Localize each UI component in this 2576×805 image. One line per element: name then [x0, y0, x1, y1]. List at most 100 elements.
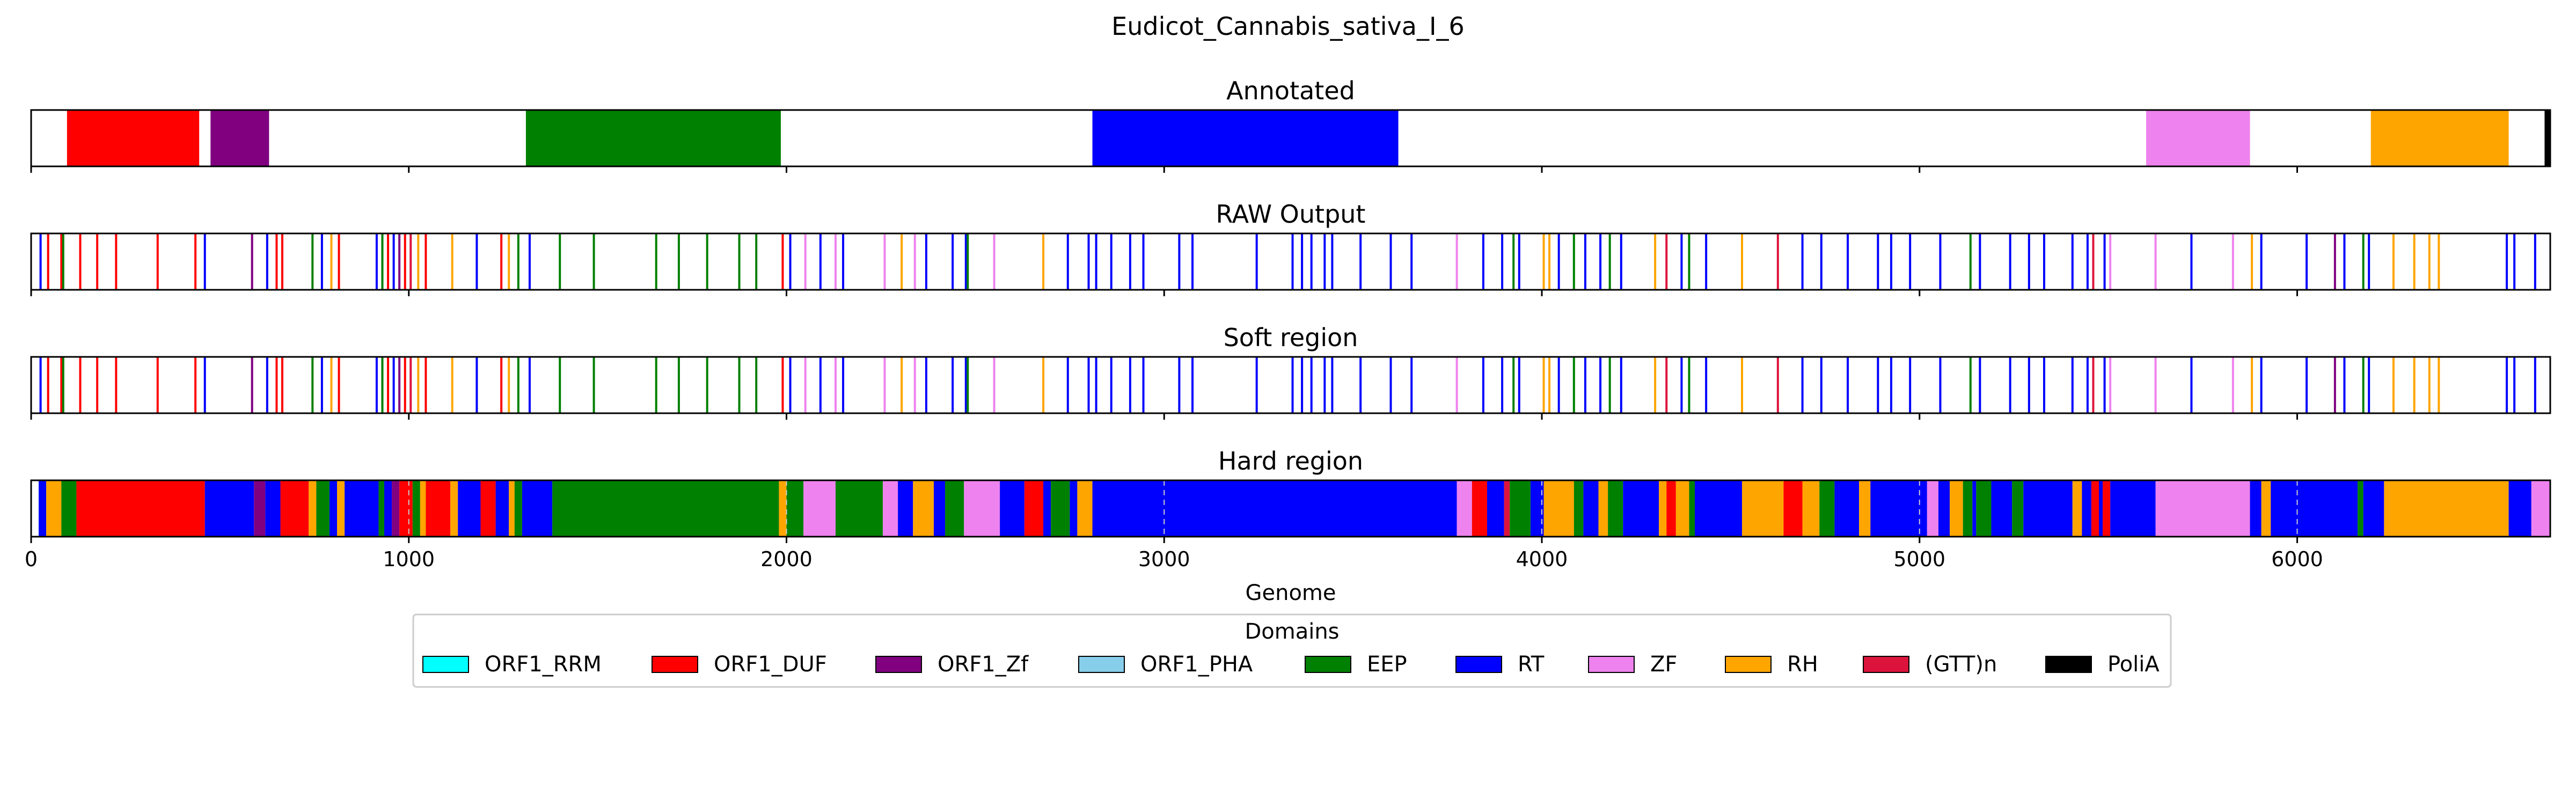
panel-annotated: Annotated	[30, 76, 2551, 173]
segment-orf1-duf	[2091, 480, 2099, 537]
segment-rh	[1077, 480, 1093, 537]
segment-orf1-duf	[426, 480, 451, 537]
segment-rh	[2261, 480, 2271, 537]
x-tick-label: 3000	[1138, 547, 1190, 571]
legend-swatch-polia	[2045, 656, 2092, 673]
segment-rt	[458, 480, 481, 537]
segment-eep	[786, 480, 804, 537]
segment-rh	[337, 480, 345, 537]
segment-orf1-zf	[392, 480, 400, 537]
segment-orf1-zf	[210, 110, 269, 166]
panels: Annotated RAW Output Soft region Hard regio…	[30, 76, 2551, 543]
legend-title: Domains	[1245, 619, 1339, 644]
segment-orf1-zf	[254, 480, 266, 537]
legend-label: EEP	[1367, 652, 1407, 677]
segment-rh	[1741, 480, 1784, 537]
segment-orf1-duf	[1666, 480, 1676, 537]
segment-rh	[1543, 480, 1574, 537]
segment-orf1-duf	[480, 480, 496, 537]
x-tick-label: 4000	[1516, 547, 1568, 571]
legend-label: ORF1_Zf	[938, 652, 1029, 677]
segment-orf1-duf	[1783, 480, 1803, 537]
x-axis-label: Genome	[1245, 581, 1336, 605]
segment-zf	[882, 480, 898, 537]
segment-rh	[779, 480, 787, 537]
segment-rt	[1070, 480, 1078, 537]
legend-swatch--gtt-n	[1863, 656, 1909, 673]
segment-eep	[2012, 480, 2024, 537]
segment-eep	[2358, 480, 2363, 537]
segment-rh	[1659, 480, 1667, 537]
segment-rh	[509, 480, 515, 537]
legend-label: RT	[1518, 652, 1545, 677]
segment-rt	[1991, 480, 2012, 537]
segment-rt	[1000, 480, 1024, 537]
legend-swatch-orf1-zf	[875, 656, 922, 673]
segment-rt	[1043, 480, 1051, 537]
segment-rt	[204, 480, 254, 537]
segment-orf1-duf	[2103, 480, 2111, 537]
segment-rh	[450, 480, 458, 537]
segment-rt	[265, 480, 281, 537]
legend-label: (GTT)n	[1925, 652, 1997, 677]
segment-rh	[46, 480, 62, 537]
segment-zf	[2155, 480, 2250, 537]
segment-rt	[933, 480, 946, 537]
panel-frame	[30, 109, 2551, 167]
segment-rt	[1623, 480, 1659, 537]
segment-rh	[1598, 480, 1608, 537]
x-tick-label: 1000	[383, 547, 435, 571]
segment-rt	[1870, 480, 1927, 537]
segment-rt	[495, 480, 509, 537]
panel-frame	[30, 232, 2551, 291]
legend-label: RH	[1787, 652, 1818, 677]
segment-eep	[525, 110, 781, 166]
segment-rt	[384, 480, 392, 537]
x-tick-label: 6000	[2271, 547, 2323, 571]
segment-rt	[1834, 480, 1860, 537]
segment-eep	[1819, 480, 1835, 537]
segment-rt	[2271, 480, 2358, 537]
panel-title: Hard region	[1218, 447, 1363, 475]
segment-rh	[420, 480, 426, 537]
segment-zf	[964, 480, 1000, 537]
segment-orf1-duf	[1024, 480, 1044, 537]
segment-rt	[1530, 480, 1544, 537]
segment-rt	[2110, 480, 2156, 537]
x-tick-label: 0	[25, 547, 38, 571]
legend-swatch-rt	[1455, 656, 1502, 673]
segment-rh	[2370, 110, 2509, 166]
segment-orf1-duf	[67, 110, 200, 166]
legend-swatch-orf1-pha	[1078, 656, 1125, 673]
segment-rt	[329, 480, 338, 537]
segment-rt	[1938, 480, 1950, 537]
panel-title: Soft region	[1224, 323, 1358, 352]
segment-zf	[2146, 110, 2250, 166]
segment-rt	[1972, 480, 1977, 537]
legend-label: ZF	[1650, 652, 1677, 677]
segment-eep	[1574, 480, 1584, 537]
segment-rt	[1487, 480, 1504, 537]
segment-eep	[1608, 480, 1623, 537]
segment-zf	[803, 480, 836, 537]
segment-orf1-duf	[280, 480, 309, 537]
segment-rt	[39, 480, 47, 537]
segment-rh	[1859, 480, 1871, 537]
chart-title: Eudicot_Cannabis_sativa_I_6	[1111, 12, 1465, 41]
panel-frame	[30, 479, 2551, 538]
x-tick-label: 2000	[760, 547, 813, 571]
segment-orf1-duf	[76, 480, 205, 537]
segment-eep	[378, 480, 385, 537]
legend-swatch-rh	[1725, 656, 1772, 673]
segment-orf1-duf	[399, 480, 413, 537]
segment-rh	[309, 480, 317, 537]
legend-swatch-orf1-duf	[652, 656, 698, 673]
panel-title: RAW Output	[1216, 200, 1366, 229]
segment-rt	[1695, 480, 1742, 537]
segment-eep	[1689, 480, 1695, 537]
segment-rh	[2384, 480, 2509, 537]
segment-rt	[2250, 480, 2262, 537]
segment-zf	[1457, 480, 1472, 537]
segment-rt	[1092, 480, 1457, 537]
legend-swatch-orf1-rrm	[422, 656, 469, 673]
